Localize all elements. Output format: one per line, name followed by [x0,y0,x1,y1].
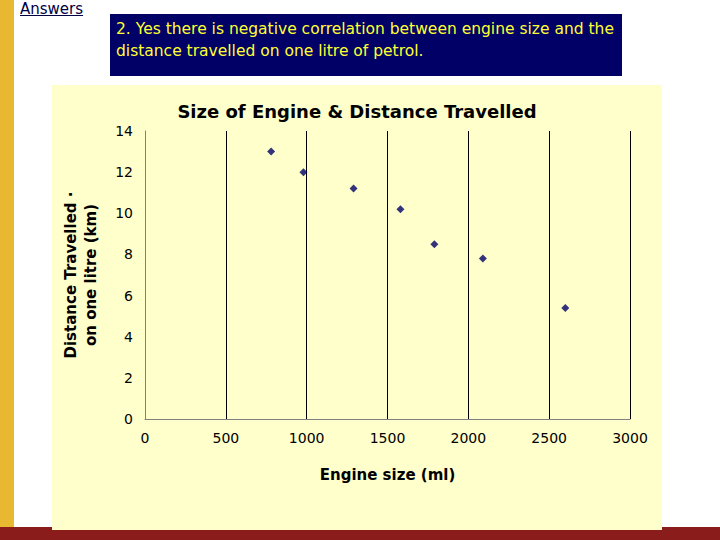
svg-text:8: 8 [124,246,133,262]
svg-text:Distance Travelled ·: Distance Travelled · [62,192,80,359]
svg-text:0: 0 [141,430,150,446]
svg-text:Size of Engine & Distance Trav: Size of Engine & Distance Travelled [177,101,536,122]
svg-text:2500: 2500 [531,430,567,446]
svg-text:on one litre (km): on one litre (km) [82,204,100,346]
svg-text:500: 500 [212,430,239,446]
svg-text:2: 2 [124,370,133,386]
svg-text:Engine size (ml): Engine size (ml) [320,466,456,484]
html-text:Answers: Answers [20,0,84,18]
svg-text:1500: 1500 [370,430,406,446]
svg-text:14: 14 [115,123,133,139]
svg-text:10: 10 [115,205,133,221]
svg-text:4: 4 [124,329,133,345]
svg-text:12: 12 [115,164,133,180]
svg-text:6: 6 [124,288,133,304]
svg-text:2000: 2000 [451,430,487,446]
html-text:2. Yes there is negative corre: 2. Yes there is negative correlation bet… [116,20,614,60]
svg-text:0: 0 [124,411,133,427]
svg-text:3000: 3000 [612,430,648,446]
svg-text:1000: 1000 [289,430,325,446]
